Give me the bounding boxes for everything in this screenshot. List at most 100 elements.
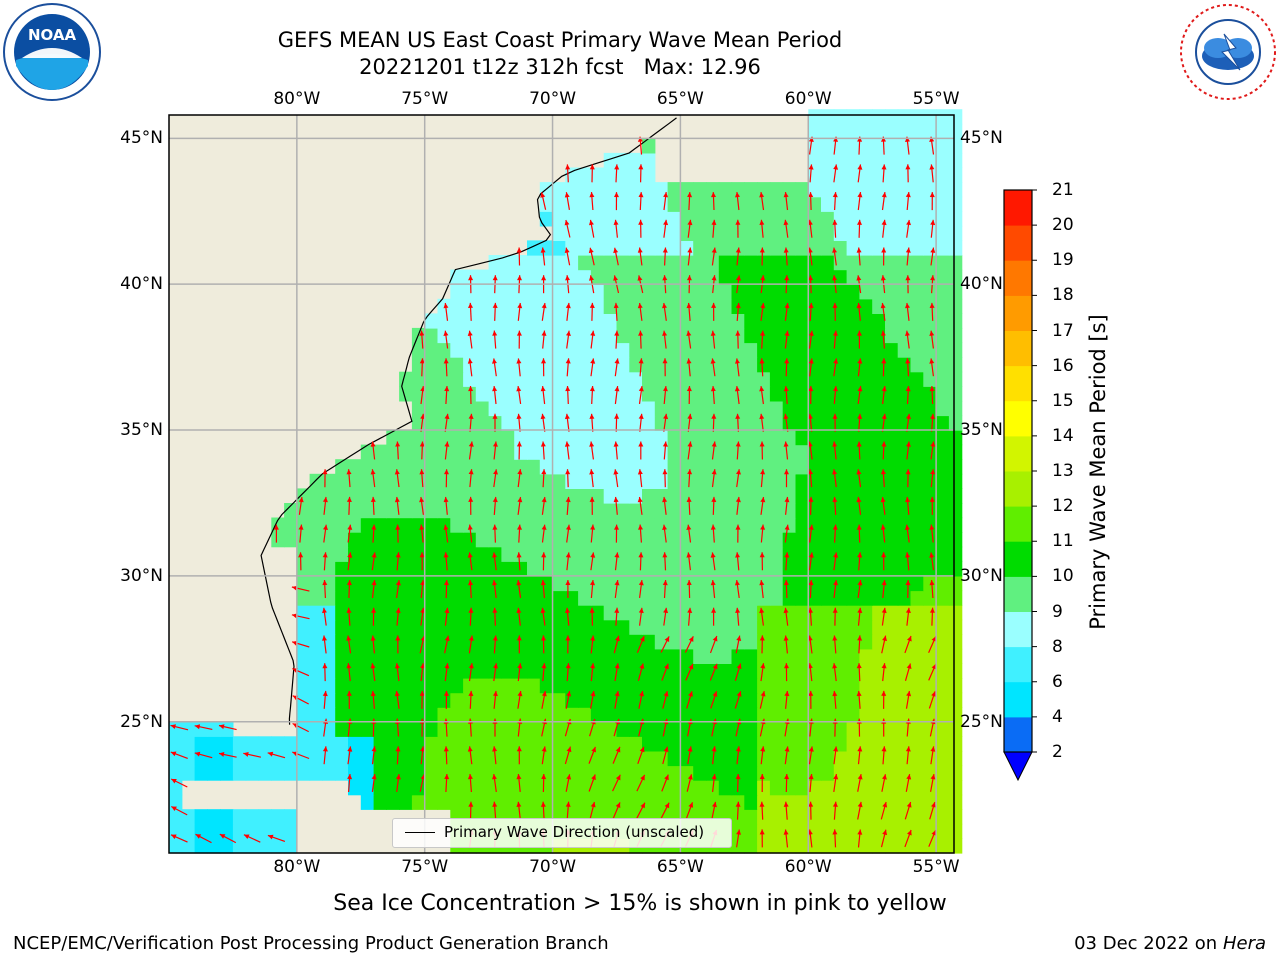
period-cell	[667, 240, 681, 256]
arrow-head	[468, 469, 474, 475]
period-cell	[501, 327, 515, 344]
period-cell	[348, 692, 362, 708]
period-cell	[910, 182, 924, 198]
period-cell	[450, 750, 464, 767]
period-cell	[590, 648, 605, 664]
period-cell	[527, 648, 541, 664]
period-cell	[386, 590, 400, 606]
period-cell	[744, 663, 758, 679]
period-cell	[718, 663, 733, 679]
period-cell	[642, 225, 656, 241]
period-cell	[514, 342, 528, 358]
arrow-head	[614, 524, 619, 530]
period-cell	[616, 371, 630, 387]
period-cell	[603, 663, 618, 679]
period-cell	[782, 386, 797, 402]
arrow-head	[930, 746, 936, 752]
arrow-head	[346, 580, 352, 586]
period-cell	[923, 648, 937, 664]
period-cell	[424, 517, 439, 533]
period-cell	[948, 255, 963, 271]
noaa-logo: NOAA	[2, 2, 102, 102]
period-cell	[693, 503, 707, 519]
period-cell	[463, 400, 477, 417]
arrow-head	[905, 386, 911, 392]
period-cell	[846, 123, 860, 139]
period-cell	[757, 225, 771, 241]
period-cell	[488, 371, 502, 387]
period-cell	[642, 736, 656, 752]
period-cell	[654, 342, 669, 358]
period-cell	[782, 342, 797, 358]
arrow-head	[808, 746, 814, 752]
arrow-head	[832, 302, 838, 308]
period-cell	[475, 692, 490, 708]
period-cell	[348, 503, 362, 519]
period-cell	[910, 605, 924, 621]
period-cell	[232, 809, 247, 825]
period-cell	[616, 605, 630, 621]
arrow-head	[807, 247, 813, 253]
period-cell	[527, 342, 541, 358]
y-tick-label-right: 45°N	[960, 128, 1003, 149]
period-cell	[501, 546, 515, 562]
period-cell	[718, 400, 733, 417]
arrow-head	[906, 774, 912, 780]
period-cell	[859, 648, 873, 664]
period-cell	[590, 211, 605, 227]
arrow-head	[468, 441, 474, 447]
period-cell	[578, 736, 592, 752]
period-cell	[885, 182, 899, 198]
period-cell	[450, 444, 464, 460]
period-cell	[948, 371, 963, 387]
period-cell	[706, 415, 720, 431]
period-cell	[782, 517, 797, 533]
arrow-head	[856, 441, 862, 447]
arrow-head	[808, 302, 814, 309]
period-cell	[488, 546, 502, 562]
period-cell	[923, 707, 937, 723]
period-cell	[437, 634, 451, 650]
period-cell	[654, 240, 669, 256]
period-cell	[527, 794, 541, 810]
arrow-head	[589, 164, 595, 170]
period-cell	[936, 444, 950, 460]
period-cell	[578, 298, 592, 314]
period-cell	[693, 327, 707, 344]
arrow-head	[686, 330, 692, 336]
period-cell	[846, 430, 860, 446]
period-cell	[948, 809, 963, 825]
arrow-head	[322, 469, 328, 475]
period-cell	[590, 503, 605, 519]
period-cell	[821, 400, 835, 417]
period-cell	[424, 736, 439, 752]
period-cell	[923, 678, 937, 694]
period-cell	[463, 532, 477, 548]
period-cell	[565, 707, 579, 723]
period-cell	[948, 357, 963, 373]
arrow-head	[492, 774, 497, 780]
arrow-head	[906, 663, 912, 669]
period-cell	[910, 269, 924, 285]
arrow-head	[930, 774, 936, 780]
period-cell	[872, 167, 886, 183]
period-cell	[693, 386, 707, 402]
arrow-head	[443, 496, 449, 503]
period-cell	[859, 386, 873, 402]
period-cell	[782, 750, 797, 767]
period-cell	[565, 561, 579, 577]
arrow-head	[346, 663, 352, 669]
period-cell	[386, 707, 400, 723]
period-cell	[693, 240, 707, 256]
period-cell	[590, 634, 605, 650]
period-cell	[322, 561, 336, 577]
period-cell	[846, 327, 860, 344]
period-cell	[782, 459, 797, 475]
period-cell	[897, 503, 912, 519]
arrow-head	[906, 413, 911, 420]
arrow-head	[322, 746, 328, 752]
period-cell	[795, 823, 809, 839]
period-cell	[769, 415, 784, 431]
period-cell	[642, 517, 656, 533]
period-cell	[616, 240, 630, 256]
